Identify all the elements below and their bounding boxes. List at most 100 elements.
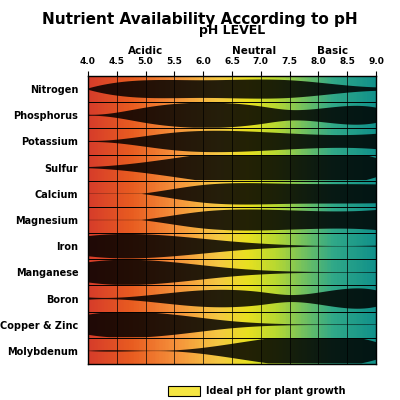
Bar [179,76,181,364]
Bar [91,76,92,364]
Bar [296,76,298,364]
Bar [152,76,153,364]
Bar [136,76,137,364]
Polygon shape [88,155,376,180]
Text: Acidic: Acidic [128,46,163,56]
Bar [117,76,118,364]
Bar [246,76,247,364]
Bar [276,76,278,364]
Bar [212,76,214,364]
Bar [289,76,291,364]
Bar [113,76,114,364]
Bar [124,76,126,364]
Bar [123,76,124,364]
Bar [357,76,359,364]
Polygon shape [88,234,376,258]
Bar [256,76,257,364]
Bar [269,76,270,364]
Bar [210,76,211,364]
Bar [173,76,175,364]
Bar [126,76,127,364]
Bar [298,76,299,364]
Bar [226,76,227,364]
Bar [142,76,143,364]
Bar [340,76,341,364]
Bar [162,76,163,364]
Bar [146,76,147,364]
Bar [147,76,149,364]
Bar [144,76,146,364]
Bar [94,76,95,364]
Polygon shape [88,312,376,337]
Bar [324,76,325,364]
Bar [88,76,90,364]
Bar [137,76,139,364]
Bar [207,76,208,364]
Bar [234,76,236,364]
Bar [132,76,133,364]
Bar [204,76,205,364]
Bar [310,76,311,364]
Bar [331,76,332,364]
Bar [100,76,101,364]
Bar [97,76,98,364]
Bar [253,76,254,364]
Bar [260,76,262,364]
Bar [90,76,91,364]
Bar [128,76,130,364]
Bar [268,76,269,364]
Text: Ideal pH for plant growth: Ideal pH for plant growth [206,386,346,396]
Bar [170,76,172,364]
Bar [237,76,238,364]
Bar [134,76,136,364]
Bar [156,76,158,364]
Bar [370,76,372,364]
Bar [202,76,204,364]
Bar [283,76,285,364]
Bar [343,76,344,364]
Bar [273,76,275,364]
Bar [102,76,104,364]
Bar [359,76,360,364]
Bar [327,76,328,364]
Bar [176,76,178,364]
Bar [344,76,346,364]
Bar [118,76,120,364]
Bar [328,76,330,364]
Bar [314,76,315,364]
Bar [127,76,128,364]
Bar [169,76,170,364]
Bar [205,76,207,364]
Bar [159,76,160,364]
Bar [111,76,113,364]
Bar [275,76,276,364]
Polygon shape [88,210,376,230]
Bar [114,76,116,364]
Bar [227,76,228,364]
Bar [181,76,182,364]
Bar [166,76,168,364]
Bar [139,76,140,364]
Bar [191,76,192,364]
Bar [291,76,292,364]
Bar [312,76,314,364]
Bar [249,76,250,364]
Bar [200,76,201,364]
Bar [264,76,266,364]
Bar [332,76,334,364]
Bar [263,76,264,364]
Bar [270,76,272,364]
Bar [160,76,162,364]
Bar [360,76,362,364]
Bar [272,76,273,364]
Bar [172,76,173,364]
Bar [318,76,320,364]
Bar [182,76,184,364]
Bar [304,76,305,364]
Bar [175,76,176,364]
Bar [220,76,221,364]
Bar [228,76,230,364]
Bar [250,76,252,364]
Bar [369,76,370,364]
Bar [288,76,289,364]
